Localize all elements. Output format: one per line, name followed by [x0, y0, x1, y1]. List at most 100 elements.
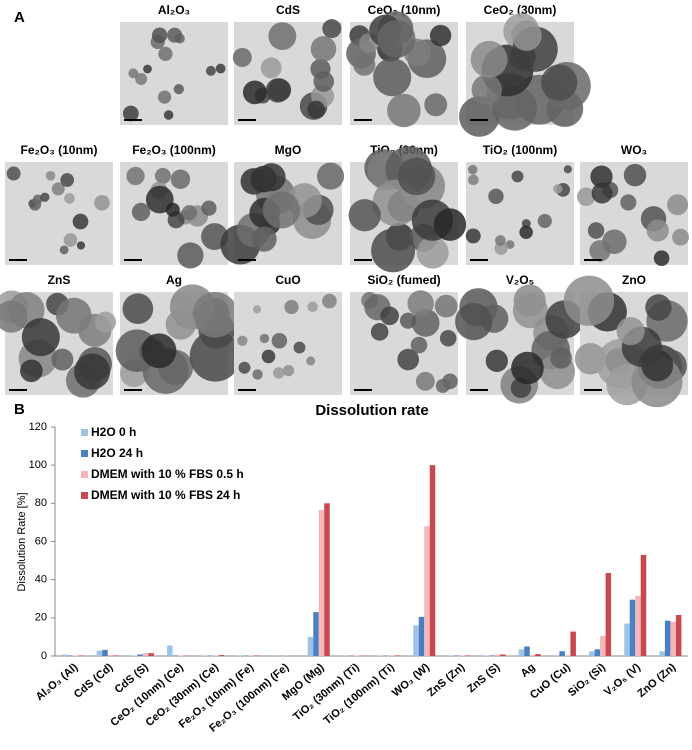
particle	[505, 240, 515, 249]
particle	[415, 371, 435, 391]
bar	[594, 649, 601, 656]
particle	[158, 46, 173, 62]
y-axis-label: Dissolution Rate [%]	[16, 492, 28, 591]
particle	[646, 219, 669, 242]
bar	[424, 526, 430, 656]
particle	[433, 208, 467, 241]
particle	[397, 157, 436, 196]
particle	[45, 170, 56, 181]
particle	[306, 356, 316, 366]
bar	[324, 503, 330, 656]
particle	[540, 64, 578, 101]
image-label: ZnO	[622, 273, 646, 287]
bar	[429, 465, 436, 656]
x-tick-label: ZnO (Zn)	[635, 661, 678, 700]
legend-swatch	[81, 471, 88, 478]
bar	[418, 616, 425, 656]
x-tick-label: SiO₂ (Si)	[566, 661, 608, 699]
particle	[237, 335, 248, 346]
micrograph	[120, 162, 229, 269]
particle	[373, 58, 412, 97]
image-label: Fe₂O₃ (10nm)	[21, 143, 98, 157]
particle	[399, 312, 417, 329]
particle	[131, 202, 151, 222]
micrograph-bg	[5, 162, 113, 265]
particle	[313, 71, 335, 92]
particle	[205, 65, 216, 76]
particle	[439, 330, 457, 347]
particle	[377, 19, 416, 58]
image-label: SiO₂ (fumed)	[367, 273, 440, 287]
bar	[535, 654, 541, 656]
particle	[322, 19, 342, 39]
bar	[318, 510, 325, 656]
particle	[495, 235, 506, 246]
micrograph	[465, 162, 574, 265]
particle	[201, 200, 217, 216]
particle	[63, 233, 78, 247]
particle	[268, 22, 297, 51]
particle	[252, 369, 263, 380]
particle	[380, 306, 399, 326]
bar	[524, 646, 530, 656]
particle	[310, 36, 337, 62]
bar	[635, 595, 641, 656]
bar	[96, 650, 103, 656]
image-label: TiO₂ (100nm)	[483, 143, 557, 157]
particle	[455, 302, 493, 341]
particle	[587, 222, 605, 239]
image-label: V₂O₅	[506, 273, 534, 287]
bar	[394, 655, 401, 656]
bar	[659, 651, 665, 656]
particle	[251, 226, 277, 252]
micrograph	[115, 284, 241, 395]
particle	[370, 323, 389, 341]
bar	[148, 653, 154, 656]
particle	[163, 110, 174, 120]
bar	[459, 655, 465, 656]
particle	[511, 351, 544, 385]
particle	[435, 378, 450, 393]
bar	[675, 614, 682, 656]
bar	[102, 649, 108, 656]
image-label: Fe₂O₃ (100nm)	[132, 143, 216, 157]
particle	[553, 184, 563, 194]
bar	[624, 623, 630, 656]
bar	[167, 645, 173, 656]
particle	[189, 330, 241, 382]
legend-swatch	[81, 450, 88, 457]
image-label: CeO₂ (30nm)	[484, 3, 557, 17]
particle	[6, 166, 21, 181]
bar	[494, 654, 501, 656]
particle	[672, 228, 689, 246]
bar	[137, 654, 143, 656]
particle	[667, 194, 689, 216]
particle	[284, 299, 299, 315]
particle	[154, 167, 171, 184]
particle	[563, 165, 572, 174]
chart-title: Dissolution rate	[315, 402, 428, 419]
particle	[238, 361, 251, 374]
image-label: CeO₂ (10nm)	[368, 3, 441, 17]
particle	[589, 240, 611, 262]
bar	[218, 655, 225, 656]
particle	[177, 242, 204, 269]
particle	[20, 359, 43, 383]
micrograph	[459, 13, 591, 137]
particle	[141, 333, 177, 369]
bar	[131, 655, 138, 656]
micrograph	[348, 146, 467, 273]
particle	[74, 353, 111, 390]
particle	[76, 241, 86, 250]
particle	[511, 170, 524, 183]
particle	[51, 182, 65, 196]
particle	[424, 93, 448, 117]
x-tick-label: ZnS (S)	[465, 661, 502, 695]
particle	[410, 336, 428, 354]
particle	[232, 47, 252, 67]
particle	[485, 349, 508, 373]
y-tick-label: 60	[35, 535, 47, 547]
micrograph	[576, 162, 689, 267]
bar	[113, 655, 119, 656]
panel-label: B	[14, 401, 25, 418]
